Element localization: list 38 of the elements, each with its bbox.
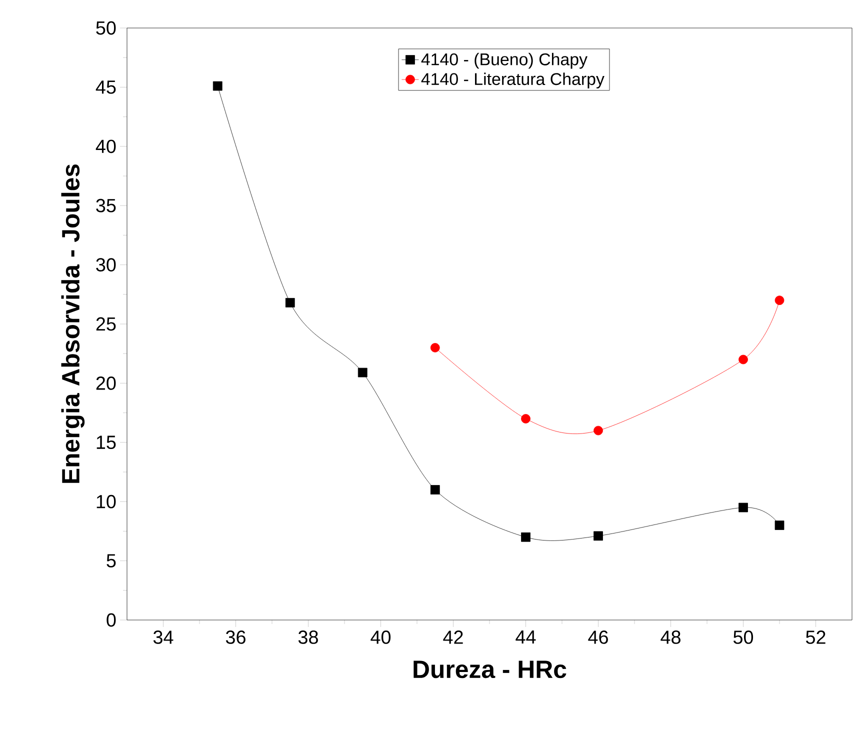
point	[774, 520, 784, 530]
point	[521, 414, 530, 424]
x-tick-label: 36	[226, 630, 246, 644]
y-tick-label: 40	[96, 140, 116, 154]
point	[212, 81, 222, 91]
point	[738, 354, 748, 364]
y-tick-label: 50	[96, 21, 116, 35]
legend-label: 4140 - Literatura Charpy	[421, 72, 604, 88]
point	[358, 368, 368, 378]
legend-label: 4140 - (Bueno) Chapy	[421, 52, 588, 69]
x-tick-label: 46	[588, 630, 608, 644]
y-tick-label: 35	[96, 198, 116, 212]
point	[430, 485, 440, 494]
point	[521, 532, 530, 542]
y-tick-label: 15	[96, 436, 116, 450]
y-tick-label: 5	[106, 554, 116, 568]
point	[594, 426, 603, 436]
point	[774, 296, 784, 305]
y-tick-label: 45	[96, 80, 116, 94]
x-tick-label: 52	[806, 630, 826, 644]
x-tick-label: 42	[443, 630, 463, 644]
x-tick-label: 44	[516, 630, 536, 644]
y-tick-label: 25	[96, 317, 116, 331]
x-tick-label: 40	[370, 630, 391, 644]
y-tick-label: 0	[106, 613, 116, 627]
y-tick-label: 10	[96, 494, 116, 508]
point	[430, 342, 440, 352]
point	[594, 531, 603, 541]
y-axis-title: Energia Absorvida - Joules	[61, 164, 85, 483]
x-tick-label: 50	[733, 630, 754, 644]
point	[738, 502, 748, 512]
point	[285, 298, 295, 308]
x-axis-title: Dureza - HRc	[414, 660, 566, 678]
y-tick-label: 20	[96, 376, 116, 390]
x-tick-label: 34	[153, 630, 174, 644]
x-tick-label: 38	[298, 630, 318, 644]
x-tick-label: 48	[660, 630, 680, 644]
y-tick-label: 30	[96, 258, 116, 272]
